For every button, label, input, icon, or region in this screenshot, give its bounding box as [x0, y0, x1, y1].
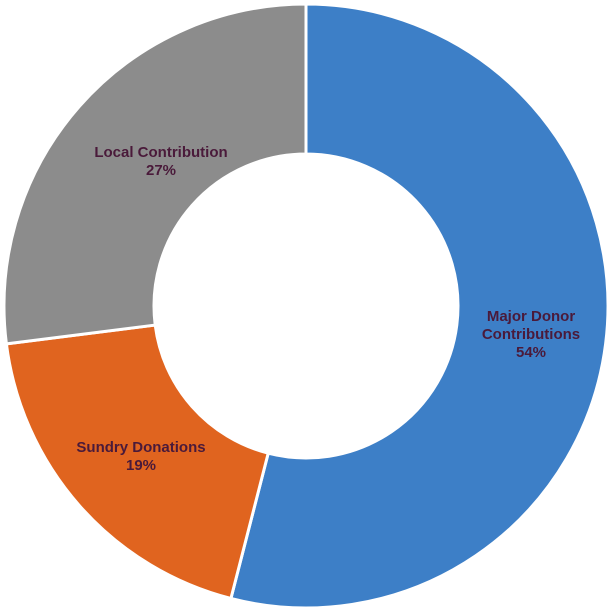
donut-slice-2 [4, 323, 270, 601]
slice-label-2: Sundry Donations 19% [76, 439, 205, 474]
slice-label-3: Local Contribution 27% [94, 144, 227, 179]
slice-name-line-3-1: Local Contribution [94, 144, 227, 161]
slice-percent-3: 27% [146, 162, 176, 179]
donut-slice-1 [229, 2, 609, 610]
donut-slice-3 [2, 2, 308, 346]
slice-name-line-1-2: Contributions [482, 326, 580, 343]
label-layer: Major Donor Contributions 54% Sundry Donati… [76, 144, 580, 474]
slice-label-1: Major Donor Contributions 54% [482, 308, 580, 361]
slice-percent-2: 19% [126, 457, 156, 474]
slice-name-line-2-1: Sundry Donations [76, 439, 205, 456]
slice-name-line-1-1: Major Donor [487, 308, 575, 325]
slice-percent-1: 54% [516, 344, 546, 361]
